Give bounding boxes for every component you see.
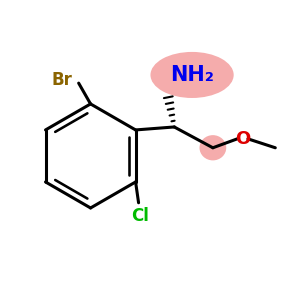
Text: NH₂: NH₂ bbox=[170, 65, 214, 85]
Text: O: O bbox=[235, 130, 250, 148]
Text: Br: Br bbox=[52, 71, 73, 89]
Text: Cl: Cl bbox=[131, 207, 149, 225]
Ellipse shape bbox=[200, 135, 226, 160]
Ellipse shape bbox=[151, 52, 234, 98]
